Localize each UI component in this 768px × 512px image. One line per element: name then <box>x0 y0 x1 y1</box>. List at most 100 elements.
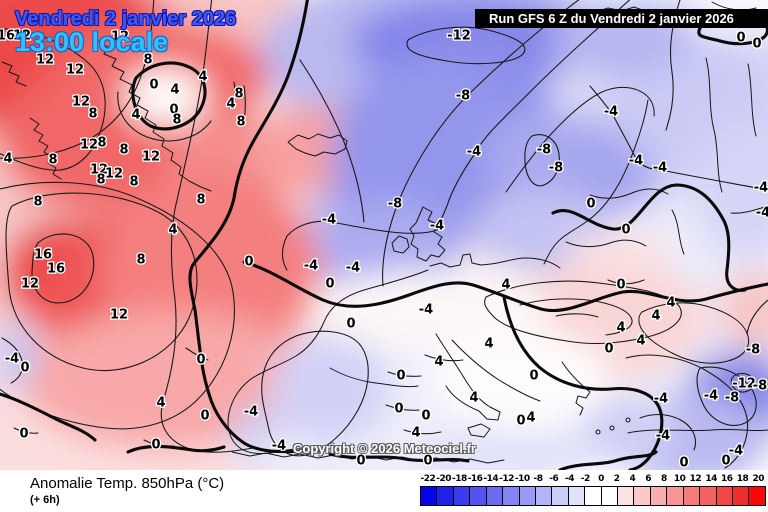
contour-label: 8 <box>172 113 181 128</box>
contour-label: 0 <box>196 353 205 368</box>
scale-color-cell <box>485 487 503 505</box>
map-canvas: 16 12 12 12 8 12 12 8 12 8 8 12 0 4 4 0 8 4 8 4 8 4 8 12 12 8 8 8 8 1… <box>0 0 768 470</box>
contour-label: -4 <box>430 219 444 234</box>
scale-tick-label: -14 <box>483 474 499 484</box>
contour-label: -4 <box>419 303 433 318</box>
scale-tick-label: -18 <box>451 474 467 484</box>
scale-color-cell <box>699 487 716 505</box>
contour-label: 12 <box>111 30 129 45</box>
scale-tick-label: -6 <box>549 474 559 484</box>
scale-color-cell <box>534 487 552 505</box>
forecast-time-text: 13:00 locale <box>15 27 169 57</box>
contour-label: 4 <box>198 70 207 85</box>
scale-color-cell <box>682 487 700 505</box>
contour-label: 8 <box>196 193 205 208</box>
contour-label: 4 <box>651 309 660 324</box>
contour-label: 0 <box>325 277 334 292</box>
contour-label: 4 <box>226 97 235 112</box>
contour-label: 4 <box>170 83 179 98</box>
legend-strip: Anomalie Temp. 850hPa (°C) (+ 6h) -22 -20… <box>0 470 768 512</box>
scale-color-cell <box>452 487 470 505</box>
scale-tick-labels: -22 -20 -18 -16 -14 -12 -10 -8 -6 -4 -2 0 2 4 6 8 10 12 14… <box>420 474 766 484</box>
scale-tick-label: -8 <box>533 474 543 484</box>
model-run-info-bar: Run GFS 6 Z du Vendredi 2 janvier 2026 <box>475 9 768 28</box>
scale-tick-label: 8 <box>661 474 667 484</box>
scale-tick-label: 2 <box>613 474 620 484</box>
contour-lines-zero <box>0 0 768 470</box>
contour-label: 12 <box>90 163 108 178</box>
contour-label: 16 <box>0 29 15 44</box>
contour-label: 8 <box>97 136 106 151</box>
contour-label: 12 <box>36 53 54 68</box>
contour-label: 4 <box>469 391 478 406</box>
contour-label: 8 <box>119 143 128 158</box>
contour-label: -12 <box>732 377 756 392</box>
scale-tick-label: -12 <box>499 474 514 484</box>
contour-label: 0 <box>149 78 158 93</box>
contour-label: 0 <box>244 255 253 270</box>
contour-label: 0 <box>621 223 630 238</box>
contour-label: 0 <box>200 409 209 424</box>
contour-label: 4 <box>411 426 420 441</box>
contour-label: -4 <box>654 392 668 407</box>
contour-label: -4 <box>322 213 336 228</box>
contour-label: 4 <box>131 108 140 123</box>
contour-label: 12 <box>72 95 90 110</box>
scale-tick-label: 6 <box>645 474 652 484</box>
contour-label: 8 <box>96 173 105 188</box>
color-scale: -22 -20 -18 -16 -14 -12 -10 -8 -6 -4 -2 0 2 4 6 8 10 12 14… <box>420 474 766 506</box>
contour-label: 0 <box>423 454 432 469</box>
contour-label: 0 <box>604 342 613 357</box>
contour-label: 4 <box>616 321 625 336</box>
scale-color-cell <box>649 487 667 505</box>
contour-label: 4 <box>434 355 443 370</box>
scale-tick-label: -16 <box>467 474 483 484</box>
contour-label: -4 <box>653 161 667 176</box>
contour-label: -4 <box>756 206 768 221</box>
scale-color-cell <box>748 487 765 505</box>
copyright-text: Copyright © 2026 Meteociel.fr <box>293 441 476 456</box>
contour-label: -4 <box>272 439 286 454</box>
contour-label: -8 <box>537 143 551 158</box>
contour-label: -8 <box>456 89 470 104</box>
contour-label: 4 <box>666 296 675 311</box>
contour-label: 12 <box>21 277 39 292</box>
scale-tick-label: 14 <box>705 474 717 484</box>
contour-label: -8 <box>725 391 739 406</box>
contour-label: 8 <box>88 107 97 122</box>
contour-label: 8 <box>143 53 152 68</box>
contour-label: 16 <box>34 248 52 263</box>
contour-label: 0 <box>586 197 595 212</box>
contour-label: -4 <box>467 145 481 160</box>
contour-label: 8 <box>33 195 42 210</box>
contour-label: 0 <box>151 438 160 453</box>
contour-label: 4 <box>484 337 493 352</box>
contour-label: 8 <box>129 175 138 190</box>
contour-label: 0 <box>516 414 525 429</box>
contour-label: -4 <box>656 429 670 444</box>
scale-color-cell <box>584 487 601 505</box>
contour-label: 12 <box>13 29 31 44</box>
scale-color-cell <box>421 487 437 505</box>
scale-color-cell <box>502 487 519 505</box>
forecast-date-text: Vendredi 2 janvier 2026 <box>15 8 237 30</box>
contour-label: 0 <box>396 369 405 384</box>
contour-label: 0 <box>752 37 761 52</box>
contour-label: -8 <box>388 197 402 212</box>
scale-color-cell <box>715 487 733 505</box>
contour-label: 8 <box>136 253 145 268</box>
scale-color-cell <box>732 487 749 505</box>
contour-label: 4 <box>636 334 645 349</box>
contour-label: 0 <box>19 427 28 442</box>
contour-label: 4 <box>501 278 510 293</box>
scale-tick-label: 18 <box>736 474 749 484</box>
scale-color-cells <box>420 486 766 506</box>
scale-color-cell <box>600 487 618 505</box>
contour-label: 12 <box>142 150 160 165</box>
scale-tick-label: -20 <box>436 474 451 484</box>
contour-label: -4 <box>704 389 718 404</box>
contour-label: 16 <box>47 262 65 277</box>
scale-tick-label: 10 <box>673 474 686 484</box>
